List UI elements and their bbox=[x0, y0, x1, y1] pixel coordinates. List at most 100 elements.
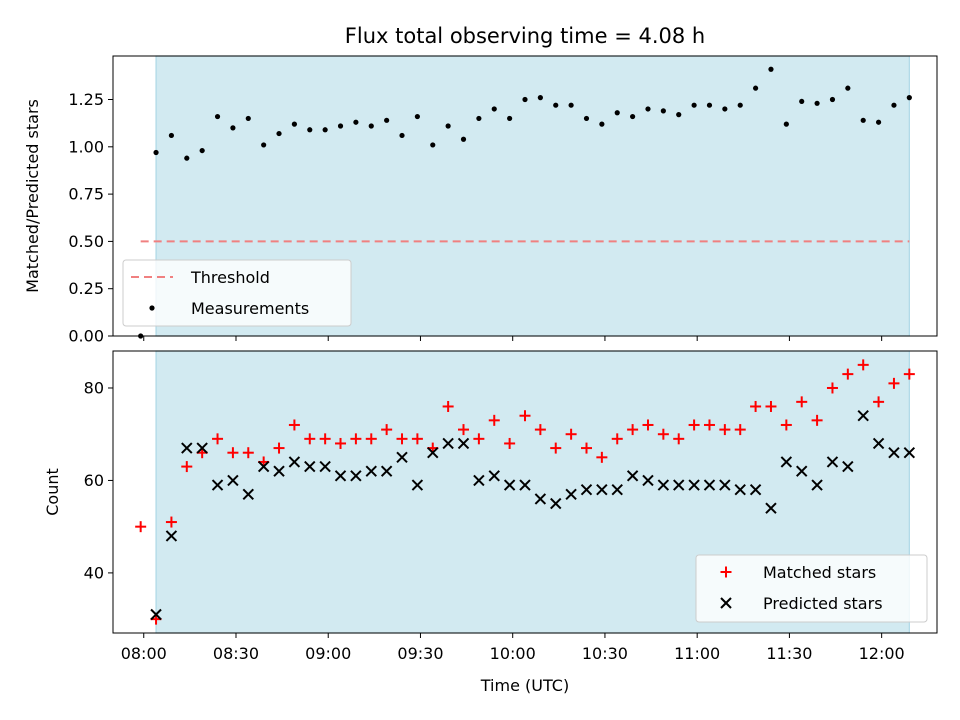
predicted-star-point bbox=[442, 437, 454, 450]
measurement-point bbox=[768, 66, 774, 72]
x-tick-label: 09:00 bbox=[305, 644, 351, 663]
legend-threshold-label: Threshold bbox=[190, 268, 270, 287]
measurement-point bbox=[752, 85, 759, 91]
matched-star-point bbox=[796, 396, 808, 408]
measurement-point bbox=[614, 110, 620, 116]
matched-star-point bbox=[611, 433, 623, 445]
matched-star-point bbox=[304, 433, 316, 445]
predicted-stars-points bbox=[150, 410, 916, 621]
predicted-star-point bbox=[688, 479, 700, 491]
predicted-star-point bbox=[473, 474, 485, 487]
top-x-ticks bbox=[143, 336, 883, 341]
predicted-star-point bbox=[211, 479, 224, 491]
predicted-star-point bbox=[519, 479, 531, 491]
predicted-star-point bbox=[580, 483, 593, 496]
legend-predicted-marker bbox=[720, 597, 732, 609]
matched-star-point bbox=[319, 433, 331, 445]
matched-star-point bbox=[350, 433, 362, 445]
measurement-point bbox=[261, 142, 267, 148]
predicted-star-point bbox=[565, 488, 577, 501]
x-axis-label: Time (UTC) bbox=[480, 676, 569, 695]
matched-star-point bbox=[673, 433, 685, 445]
matched-star-point bbox=[135, 521, 147, 533]
y-tick-label: 0.75 bbox=[68, 185, 104, 204]
measurement-point bbox=[537, 95, 543, 101]
legend-measurements-swatch bbox=[149, 305, 155, 311]
matched-star-point bbox=[381, 424, 393, 436]
predicted-star-point bbox=[227, 474, 239, 487]
predicted-star-point bbox=[534, 493, 547, 505]
predicted-star-point bbox=[872, 437, 885, 450]
measurement-point bbox=[491, 106, 497, 112]
predicted-star-point bbox=[826, 456, 839, 468]
measurement-point bbox=[799, 98, 805, 105]
measurement-point bbox=[829, 96, 836, 103]
matched-star-point bbox=[842, 368, 854, 380]
measurement-point bbox=[630, 113, 636, 120]
legend-matched-swatch bbox=[720, 566, 732, 578]
legend-measurements-label: Measurements bbox=[191, 299, 309, 318]
measurement-point bbox=[814, 100, 820, 106]
measurement-point bbox=[706, 102, 713, 108]
predicted-star-point bbox=[719, 479, 731, 491]
y-tick-label: 80 bbox=[84, 378, 104, 397]
y-tick-label: 0.00 bbox=[68, 327, 104, 346]
matched-star-point bbox=[857, 359, 869, 371]
predicted-star-point bbox=[273, 465, 285, 477]
x-tick-label: 10:30 bbox=[582, 644, 628, 663]
matched-star-point bbox=[458, 424, 470, 436]
top-panel: 0.00 0.25 0.50 0.75 1.00 1.25 Matched/Predict… bbox=[23, 55, 938, 346]
matched-star-point bbox=[780, 419, 792, 431]
x-tick-label: 09:30 bbox=[397, 644, 443, 663]
matched-star-point bbox=[396, 433, 408, 445]
matched-star-point bbox=[227, 447, 239, 459]
predicted-star-point bbox=[734, 483, 746, 496]
measurement-point bbox=[860, 117, 866, 123]
predicted-star-point bbox=[811, 479, 823, 491]
y-tick-label: 0.25 bbox=[68, 279, 104, 298]
matched-star-point bbox=[873, 396, 885, 408]
measurement-point bbox=[645, 106, 651, 112]
predicted-star-point bbox=[242, 488, 254, 501]
predicted-star-point bbox=[842, 460, 854, 473]
bottom-y-ticks: 40 60 80 bbox=[84, 378, 113, 582]
predicted-star-point bbox=[550, 497, 562, 510]
measurement-point bbox=[583, 115, 590, 122]
matched-star-point bbox=[519, 410, 531, 422]
x-tick-label: 11:00 bbox=[674, 644, 720, 663]
measurement-point bbox=[291, 121, 298, 127]
matched-star-point bbox=[888, 377, 900, 389]
measurement-point bbox=[783, 121, 789, 127]
bottom-panel: 40 60 80 08:00 08:30 09:00 09:30 10:00 10:30 11:… bbox=[43, 350, 938, 695]
top-legend-box bbox=[122, 259, 352, 327]
x-tick-label: 11:30 bbox=[766, 644, 812, 663]
bottom-y-axis-label: Count bbox=[43, 468, 62, 516]
predicted-star-point bbox=[288, 456, 301, 468]
measurement-point bbox=[384, 117, 390, 123]
predicted-star-point bbox=[181, 442, 193, 454]
measurement-point bbox=[184, 155, 190, 161]
matched-star-point bbox=[903, 368, 915, 380]
y-tick-label: 40 bbox=[84, 563, 104, 582]
matched-star-point bbox=[703, 419, 715, 431]
matched-star-point bbox=[165, 516, 177, 528]
predicted-star-point bbox=[749, 483, 762, 496]
measurement-point bbox=[337, 123, 344, 129]
matched-star-point bbox=[642, 419, 654, 431]
measurement-point bbox=[230, 125, 236, 131]
x-tick-label: 08:30 bbox=[213, 644, 259, 663]
matched-star-point bbox=[504, 437, 516, 449]
predicted-star-point bbox=[657, 479, 670, 491]
top-axes-frame bbox=[112, 55, 938, 337]
matched-star-point bbox=[288, 419, 300, 431]
measurement-point bbox=[599, 121, 605, 127]
matched-star-point bbox=[442, 400, 454, 412]
predicted-star-point bbox=[257, 460, 270, 473]
measurement-point bbox=[368, 123, 374, 129]
predicted-star-point bbox=[611, 483, 623, 496]
measurement-point bbox=[676, 112, 682, 118]
x-tick-label: 12:00 bbox=[859, 644, 905, 663]
predicted-star-point bbox=[596, 483, 608, 496]
top-y-ticks: 0.00 0.25 0.50 0.75 1.00 1.25 bbox=[68, 90, 113, 346]
